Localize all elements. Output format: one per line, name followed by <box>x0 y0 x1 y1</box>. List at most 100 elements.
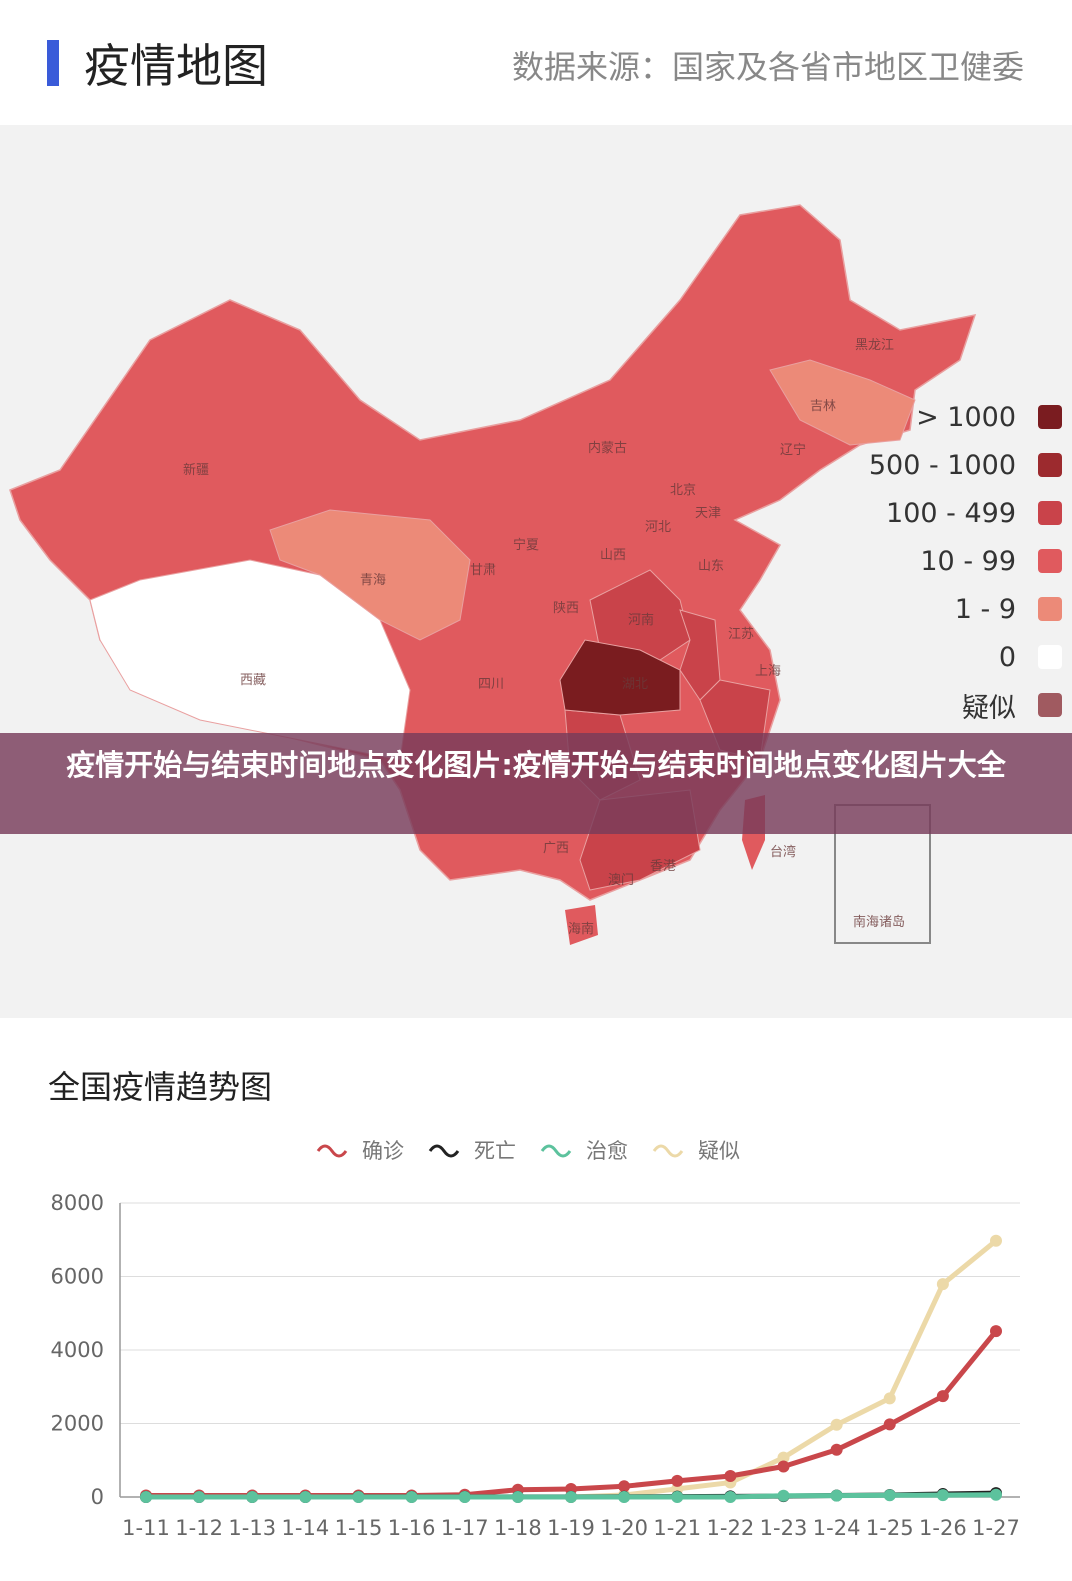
x-tick-label: 1-13 <box>228 1516 276 1540</box>
label-shanxi: 山西 <box>600 548 626 563</box>
x-tick-label: 1-27 <box>972 1516 1020 1540</box>
data-point <box>990 1234 1002 1247</box>
data-point <box>830 1418 843 1431</box>
label-gansu: 甘肃 <box>470 563 496 578</box>
epidemic-map: 新疆 西藏 青海 甘肃 内蒙古 黑龙江 吉林 辽宁 北京 天津 河北 山西 山东… <box>0 125 1072 1018</box>
y-tick-label: 6000 <box>51 1265 104 1289</box>
legend-item: > 1000 <box>832 393 1062 441</box>
label-hebei: 河北 <box>645 520 671 535</box>
label-hubei: 湖北 <box>622 677 648 692</box>
region-hubei <box>559 639 681 716</box>
chart-title: 全国疫情趋势图 <box>48 1068 273 1106</box>
y-tick-label: 4000 <box>51 1338 104 1362</box>
series-line-确诊 <box>146 1329 998 1498</box>
label-neimenggu: 内蒙古 <box>588 440 627 456</box>
region-hainan <box>565 905 598 945</box>
y-tick-label: 0 <box>91 1485 104 1509</box>
legend-line-icon <box>540 1144 572 1158</box>
data-point <box>246 1491 259 1503</box>
data-point <box>618 1480 631 1493</box>
x-tick-label: 1-20 <box>600 1516 648 1540</box>
data-point <box>671 1474 684 1487</box>
data-point <box>883 1418 896 1431</box>
data-source: 数据来源：国家及各省市地区卫健委 <box>511 48 1024 86</box>
swatch-icon <box>1038 597 1062 621</box>
data-point <box>830 1443 843 1456</box>
label-shandong: 山东 <box>698 559 724 574</box>
legend-label: 死亡 <box>474 1139 516 1163</box>
label-shanghai: 上海 <box>755 664 781 679</box>
label-hongkong: 香港 <box>650 859 676 874</box>
x-tick-label: 1-14 <box>282 1516 330 1540</box>
data-point <box>511 1491 524 1503</box>
legend-item: 100 - 499 <box>832 489 1062 537</box>
data-point <box>724 1470 737 1483</box>
label-henan: 河南 <box>628 612 654 628</box>
x-tick-label: 1-15 <box>335 1516 383 1540</box>
x-tick-label: 1-22 <box>707 1516 755 1540</box>
x-tick-label: 1-12 <box>175 1516 223 1540</box>
label-ningxia: 宁夏 <box>513 537 539 553</box>
label-taiwan: 台湾 <box>770 844 796 860</box>
legend-line-icon <box>428 1144 460 1158</box>
data-point <box>990 1488 1002 1501</box>
legend-item: 1 - 9 <box>832 585 1062 633</box>
label-south-sea: 南海诸岛 <box>853 914 905 930</box>
data-point <box>883 1392 896 1405</box>
region-qinghai <box>269 509 471 641</box>
legend-item: 疑似 <box>832 681 1062 729</box>
label-jiangsu: 江苏 <box>728 626 754 642</box>
label-guangxi: 广西 <box>543 841 569 856</box>
swatch-icon <box>1038 693 1062 717</box>
header: 疫情地图 数据来源：国家及各省市地区卫健委 <box>0 0 1072 125</box>
data-point <box>777 1489 790 1502</box>
region-xizang <box>89 559 411 761</box>
label-sichuan: 四川 <box>478 677 504 692</box>
label-xizang: 西藏 <box>240 673 266 688</box>
x-tick-label: 1-18 <box>494 1516 542 1540</box>
region-jilin <box>769 359 916 446</box>
legend-label: 治愈 <box>586 1139 628 1163</box>
legend-item: 0 <box>832 633 1062 681</box>
x-tick-label: 1-16 <box>388 1516 436 1540</box>
x-tick-label: 1-26 <box>919 1516 967 1540</box>
swatch-icon <box>1038 453 1062 477</box>
swatch-icon <box>1038 549 1062 573</box>
data-point <box>936 1278 949 1291</box>
swatch-icon <box>1038 501 1062 525</box>
data-point <box>936 1390 949 1403</box>
data-point <box>883 1489 896 1502</box>
trend-section: 全国疫情趋势图 0 2000 4000 6000 8000 1-11 1-12 1-13 1-1… <box>0 1020 1072 1581</box>
x-tick-label: 1-11 <box>122 1516 170 1540</box>
data-point <box>777 1451 790 1464</box>
map-legend: > 1000 500 - 1000 100 - 499 10 - 99 1 - … <box>832 393 1062 729</box>
title-accent-bar <box>47 40 59 86</box>
data-point <box>405 1491 418 1503</box>
label-jilin: 吉林 <box>810 399 836 414</box>
x-tick-label: 1-19 <box>547 1516 595 1540</box>
china-map: 新疆 西藏 青海 甘肃 内蒙古 黑龙江 吉林 辽宁 北京 天津 河北 山西 山东… <box>9 204 977 945</box>
label-hainan: 海南 <box>568 921 594 937</box>
label-beijing: 北京 <box>670 483 696 498</box>
label-shaanxi: 陕西 <box>553 601 579 616</box>
data-point <box>458 1491 471 1503</box>
data-point <box>777 1460 790 1473</box>
data-point <box>671 1491 684 1503</box>
data-point <box>936 1489 949 1502</box>
y-tick-label: 2000 <box>51 1412 104 1436</box>
data-point <box>565 1491 577 1503</box>
label-liaoning: 辽宁 <box>780 442 806 458</box>
legend-item: 500 - 1000 <box>832 441 1062 489</box>
data-point <box>830 1489 843 1502</box>
swatch-icon <box>1038 645 1062 669</box>
legend-item: 10 - 99 <box>832 537 1062 585</box>
page-title: 疫情地图 <box>84 39 268 93</box>
data-point <box>990 1325 1002 1338</box>
y-tick-label: 8000 <box>51 1191 104 1215</box>
data-point <box>618 1491 631 1503</box>
data-point <box>299 1491 312 1503</box>
legend-label: 确诊 <box>362 1139 404 1163</box>
x-tick-label: 1-24 <box>813 1516 861 1540</box>
legend-line-icon <box>652 1144 684 1158</box>
